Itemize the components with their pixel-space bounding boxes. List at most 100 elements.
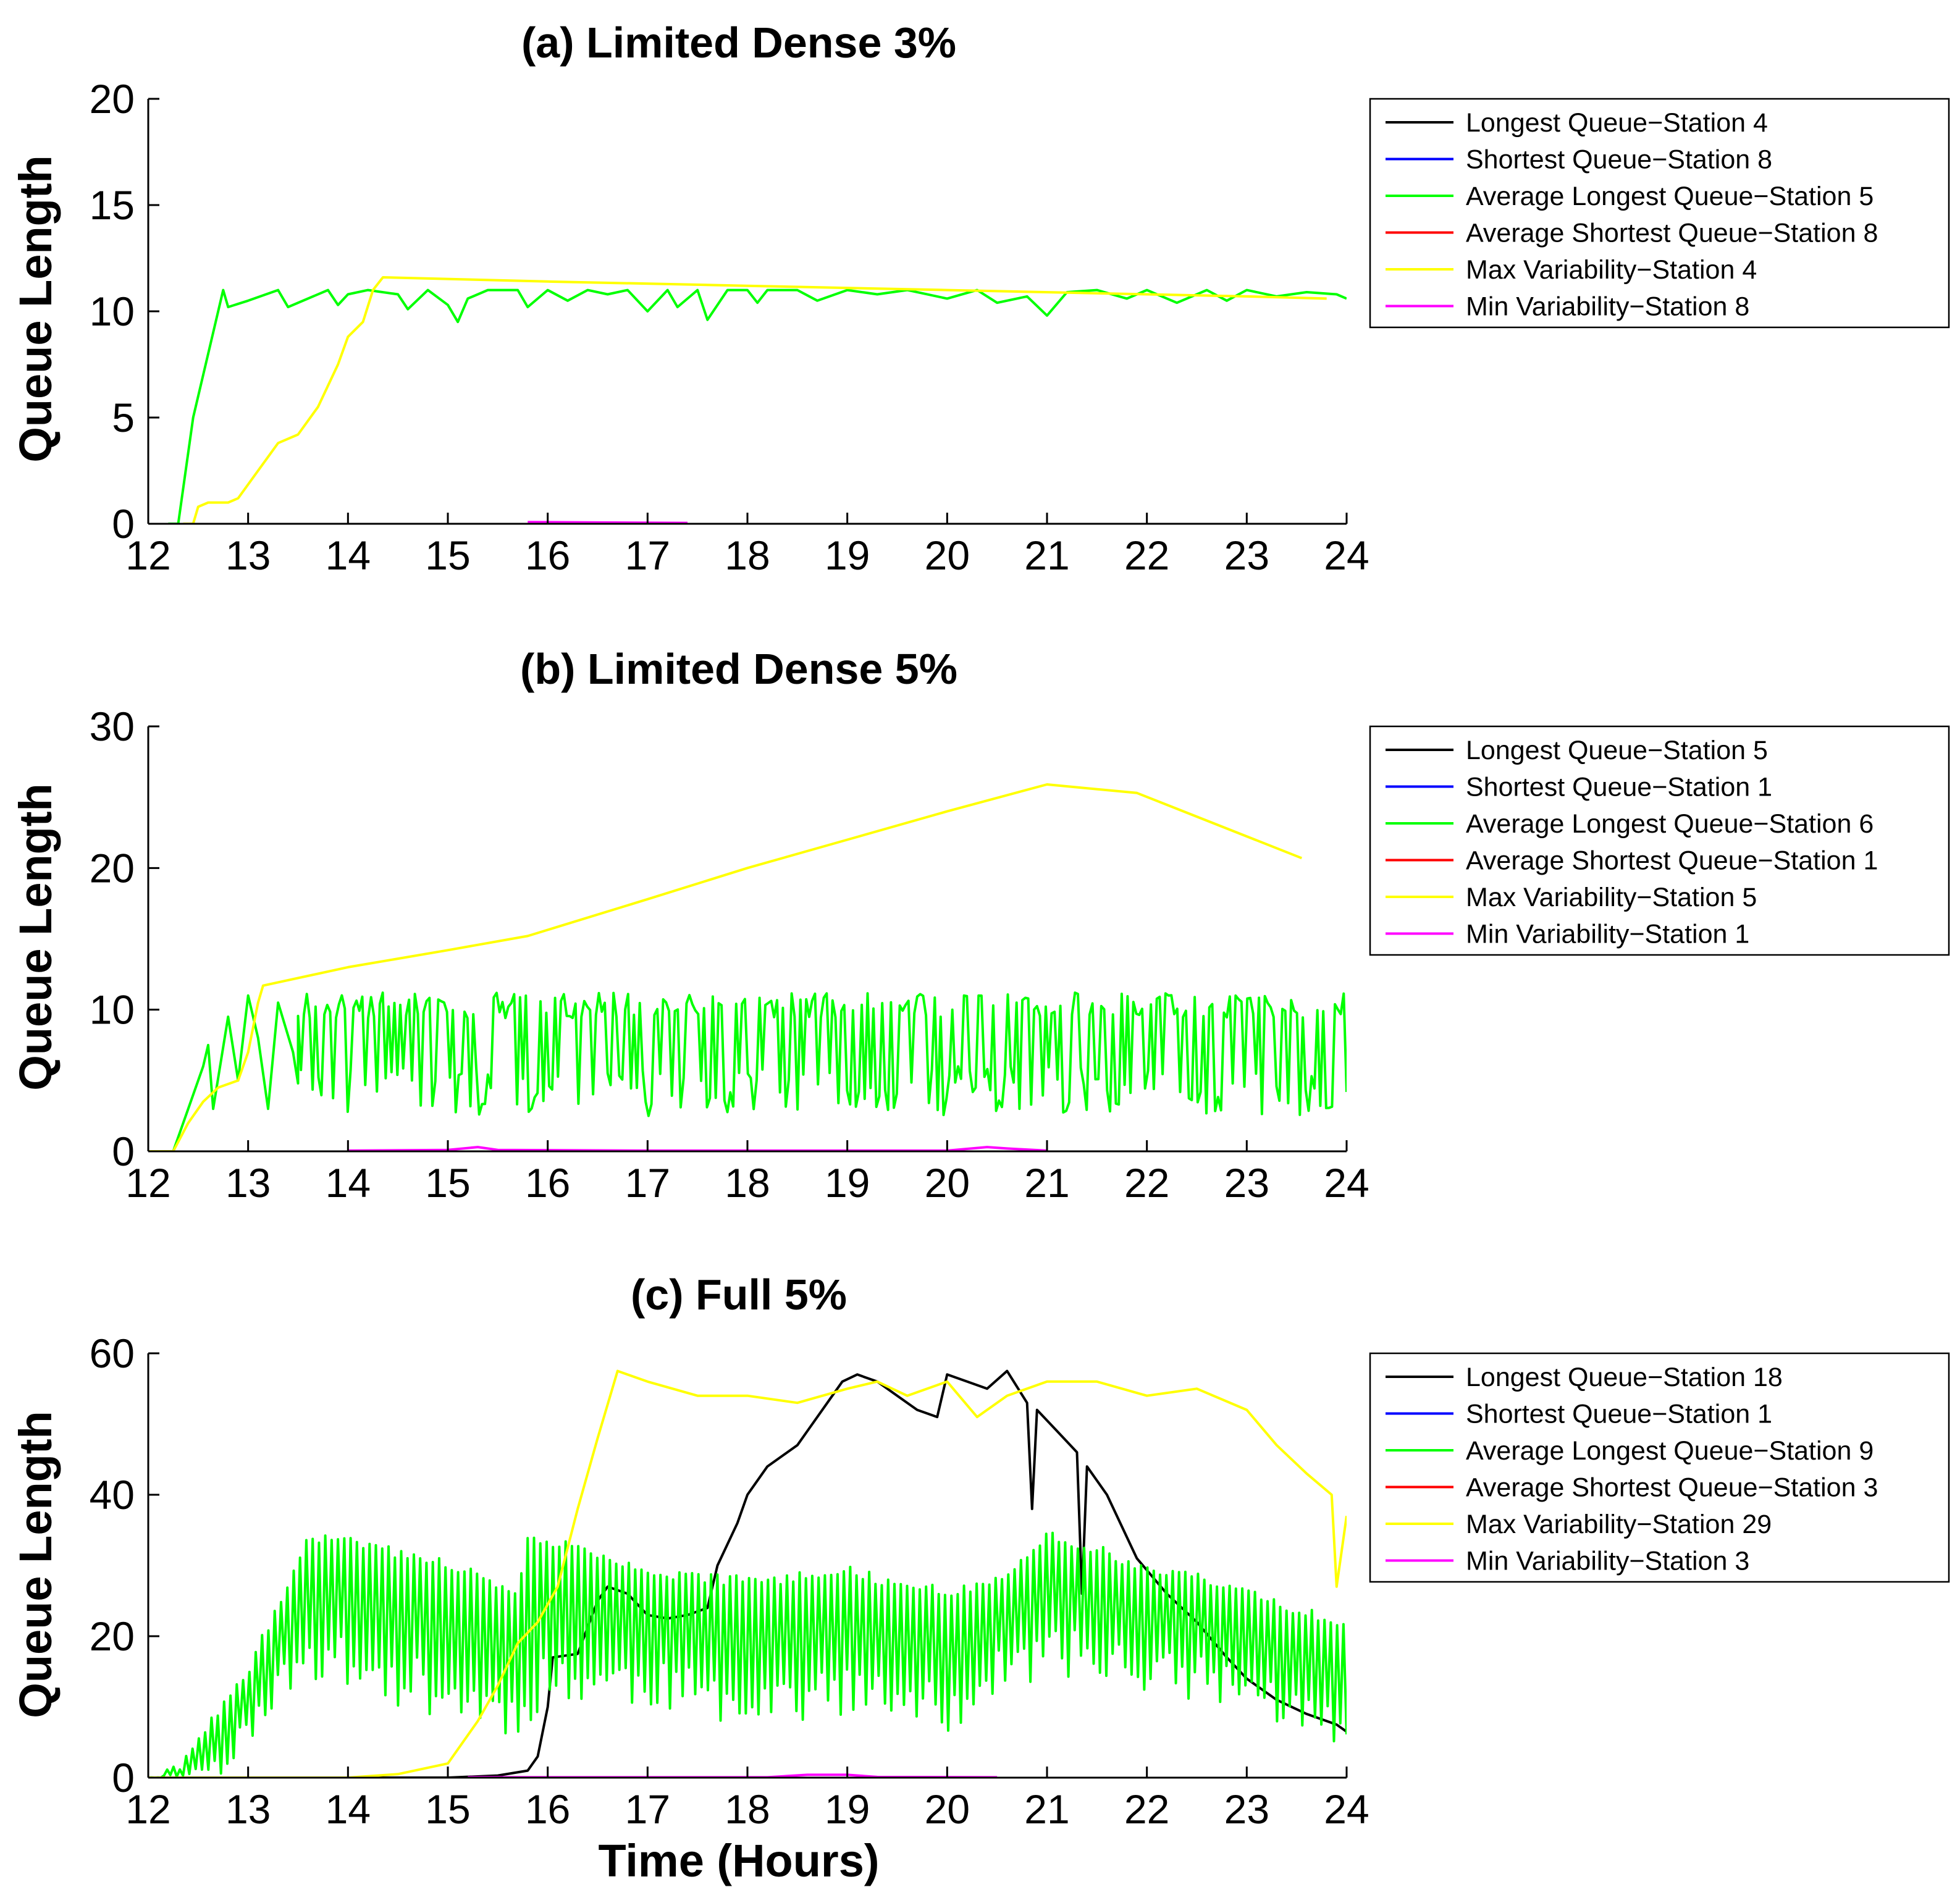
legend-label: Min Variability−Station 3 (1466, 1547, 1749, 1576)
series-line-average-longest-queue-station-9 (148, 1531, 1347, 1778)
y-tick-label: 10 (90, 288, 135, 334)
x-tick-label: 17 (625, 1160, 670, 1206)
legend-label: Average Shortest Queue−Station 1 (1466, 846, 1878, 876)
chart-panel-a: (a) Limited Dense 3% Queue Length 12 13 14… (10, 19, 1950, 578)
x-tick-label: 19 (825, 1160, 870, 1206)
legend-label: Average Longest Queue−Station 5 (1466, 182, 1874, 211)
legend-label: Shortest Queue−Station 8 (1466, 145, 1772, 175)
legend: Longest Queue−Station 5 Shortest Queue−St… (1369, 725, 1950, 956)
series-line-max-variability-station-29 (148, 1369, 1347, 1778)
x-tick-label: 18 (725, 532, 770, 578)
chart-title: (c) Full 5% (631, 1271, 847, 1319)
x-tick-label: 14 (326, 532, 371, 578)
chart-panel-b: (b) Limited Dense 5% Queue Length 12 13 14… (10, 645, 1950, 1206)
x-tick-label: 21 (1024, 1786, 1069, 1832)
series-line-max-variability-station-4 (183, 276, 1327, 524)
x-tick-label: 20 (925, 1786, 970, 1832)
series-line-min-variability-station-1 (348, 1146, 1048, 1151)
y-tick-label: 20 (90, 76, 135, 122)
y-axis-label: Queue Length (10, 155, 61, 462)
y-tick-label: 15 (90, 182, 135, 228)
legend: Longest Queue−Station 4 Shortest Queue−St… (1369, 98, 1950, 329)
legend-box (1369, 98, 1950, 329)
legend-label: Average Longest Queue−Station 6 (1466, 809, 1874, 839)
y-axis-label: Queue Length (10, 1411, 61, 1718)
x-tick-label: 19 (825, 1786, 870, 1832)
x-tick-label: 18 (725, 1786, 770, 1832)
y-tick-label: 60 (90, 1330, 135, 1376)
x-tick-label: 23 (1224, 532, 1269, 578)
x-tick-label: 22 (1124, 1786, 1169, 1832)
x-tick-label: 18 (725, 1160, 770, 1206)
x-tick-label: 15 (425, 1160, 470, 1206)
legend-label: Max Variability−Station 4 (1466, 255, 1757, 285)
chart-title: (b) Limited Dense 5% (520, 645, 957, 693)
legend-label: Longest Queue−Station 18 (1466, 1363, 1783, 1392)
x-tick-label: 12 (125, 532, 170, 578)
x-tick-label: 24 (1324, 1786, 1369, 1832)
y-tick-label: 0 (112, 1128, 135, 1174)
x-tick-label: 22 (1124, 1160, 1169, 1206)
x-tick-label: 20 (925, 1160, 970, 1206)
x-tick-label: 13 (225, 1160, 271, 1206)
x-tick-label: 14 (326, 1160, 371, 1206)
plot-area: 12 13 14 15 16 17 18 19 20 21 22 23 24 0 20 40 60 (90, 1330, 1369, 1832)
series-line-min-variability-station-8 (528, 521, 688, 524)
x-tick-label: 22 (1124, 532, 1169, 578)
x-tick-label: 12 (125, 1160, 170, 1206)
axes: 12 13 14 15 16 17 18 19 20 21 22 23 24 0 5 10 15 20 (90, 76, 1369, 578)
series-group (148, 783, 1347, 1151)
legend-label: Max Variability−Station 5 (1466, 883, 1757, 912)
legend-label: Min Variability−Station 1 (1466, 920, 1749, 949)
y-axis-label: Queue Length (10, 783, 61, 1090)
x-tick-label: 17 (625, 532, 670, 578)
x-tick-label: 19 (825, 532, 870, 578)
x-tick-label: 21 (1024, 532, 1069, 578)
legend-label: Average Shortest Queue−Station 8 (1466, 219, 1878, 248)
series-group (168, 276, 1347, 524)
y-tick-label: 0 (112, 501, 135, 547)
x-tick-label: 12 (125, 1786, 170, 1832)
chart-panel-c: (c) Full 5% Queue Length 12 13 14 15 16 17 18 1… (10, 1271, 1950, 1832)
legend-label: Max Variability−Station 29 (1466, 1510, 1772, 1539)
x-tick-label: 17 (625, 1786, 670, 1832)
chart-title: (a) Limited Dense 3% (521, 19, 956, 67)
x-tick-label: 24 (1324, 1160, 1369, 1206)
x-tick-label: 15 (425, 532, 470, 578)
legend-label: Longest Queue−Station 5 (1466, 736, 1768, 765)
y-tick-label: 0 (112, 1755, 135, 1800)
legend-box (1369, 1352, 1950, 1583)
x-tick-label: 20 (925, 532, 970, 578)
x-tick-label: 15 (425, 1786, 470, 1832)
legend-label: Shortest Queue−Station 1 (1466, 773, 1772, 802)
series-group (148, 1369, 1347, 1778)
x-tick-label: 21 (1024, 1160, 1069, 1206)
y-tick-label: 30 (90, 704, 135, 749)
x-axis-label: Time (Hours) (598, 1835, 879, 1886)
series-line-average-longest-queue-station-6 (148, 991, 1347, 1151)
x-tick-label: 16 (525, 1786, 570, 1832)
legend-label: Longest Queue−Station 4 (1466, 108, 1768, 138)
y-tick-label: 20 (90, 845, 135, 891)
x-tick-label: 23 (1224, 1160, 1269, 1206)
y-tick-label: 10 (90, 987, 135, 1033)
axes: 12 13 14 15 16 17 18 19 20 21 22 23 24 0 20 40 60 (90, 1330, 1369, 1832)
y-tick-label: 20 (90, 1613, 135, 1659)
legend-box (1369, 725, 1950, 956)
plot-area: 12 13 14 15 16 17 18 19 20 21 22 23 24 0 10 20 30 (90, 704, 1369, 1206)
x-tick-label: 14 (326, 1786, 371, 1832)
legend: Longest Queue−Station 18 Shortest Queue−S… (1369, 1352, 1950, 1583)
series-line-max-variability-station-5 (148, 783, 1303, 1151)
x-tick-label: 16 (525, 1160, 570, 1206)
y-tick-label: 40 (90, 1472, 135, 1518)
x-tick-label: 13 (225, 532, 271, 578)
series-line-average-longest-queue-station-5 (168, 288, 1347, 524)
y-tick-label: 5 (112, 395, 135, 440)
x-tick-label: 24 (1324, 532, 1369, 578)
legend-label: Shortest Queue−Station 1 (1466, 1400, 1772, 1429)
legend-label: Average Longest Queue−Station 9 (1466, 1436, 1874, 1466)
legend-label: Average Shortest Queue−Station 3 (1466, 1473, 1878, 1503)
x-tick-label: 23 (1224, 1786, 1269, 1832)
x-tick-label: 16 (525, 532, 570, 578)
